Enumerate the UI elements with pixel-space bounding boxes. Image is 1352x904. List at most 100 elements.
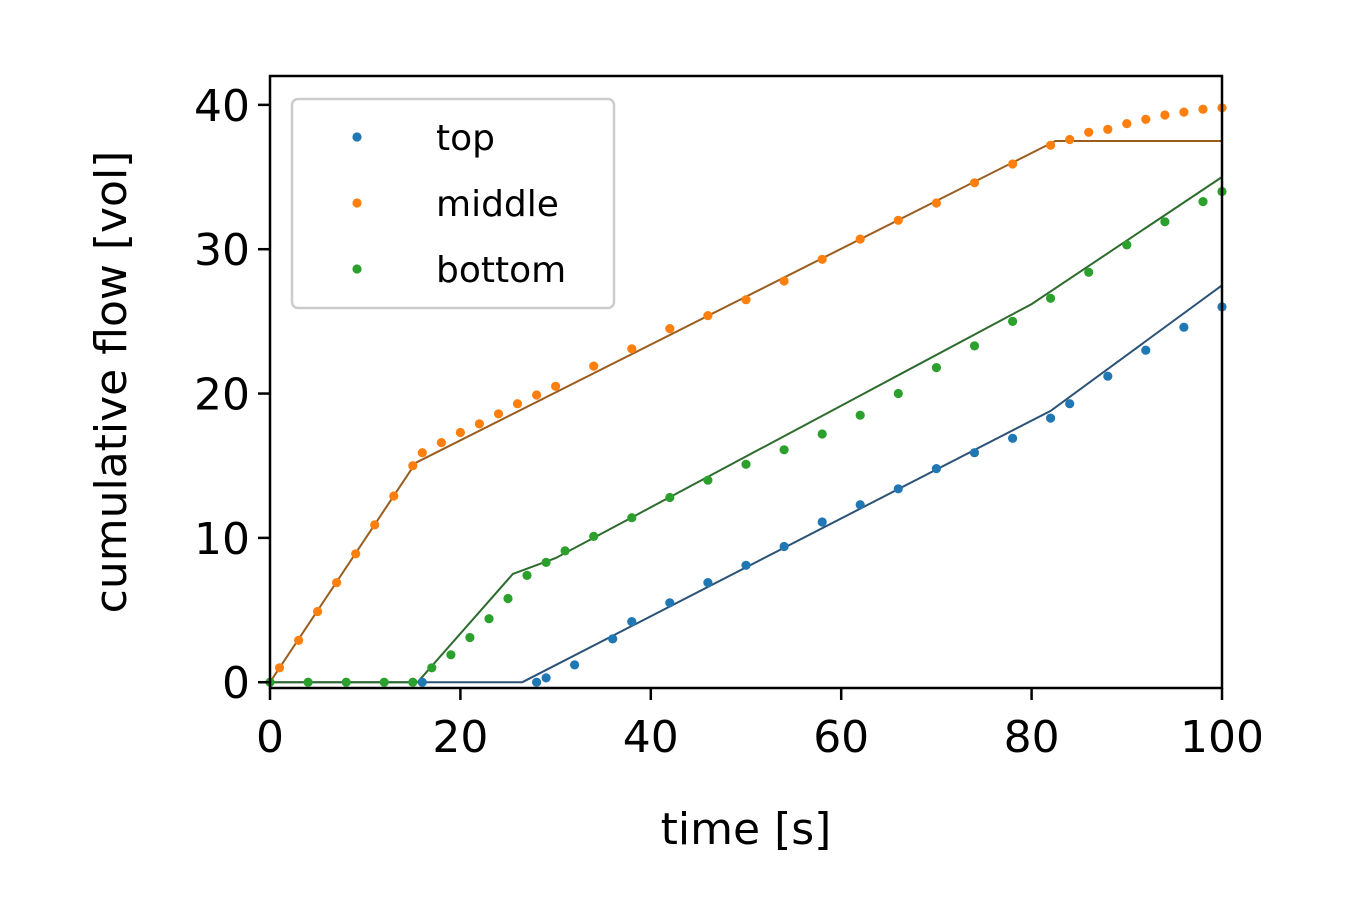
- data-point-bottom: [1084, 267, 1094, 277]
- data-point-bottom: [969, 341, 980, 351]
- legend-marker-middle: [352, 198, 362, 208]
- data-point-bottom: [427, 663, 437, 673]
- data-point-bottom: [1008, 316, 1018, 326]
- data-point-top: [969, 448, 980, 458]
- data-point-top: [665, 598, 675, 608]
- data-point-bottom: [931, 363, 942, 373]
- data-point-middle: [627, 344, 637, 354]
- data-point-bottom: [446, 650, 456, 660]
- data-point-middle: [389, 491, 399, 501]
- data-point-middle: [294, 635, 304, 646]
- data-point-top: [541, 673, 551, 683]
- data-point-middle: [274, 663, 285, 673]
- x-axis-label: time [s]: [661, 804, 832, 855]
- x-axis-ticks: 0 20 40 60 80 100: [256, 688, 1264, 763]
- data-point-middle: [1122, 119, 1132, 129]
- y-tick-label: 10: [194, 514, 250, 565]
- data-point-top: [703, 578, 713, 588]
- data-point-bottom: [408, 677, 418, 687]
- data-point-middle: [1084, 127, 1094, 137]
- data-point-middle: [455, 427, 465, 438]
- data-point-top: [855, 500, 865, 510]
- data-point-middle: [551, 381, 561, 391]
- data-point-top: [893, 484, 903, 494]
- x-tick-label: 60: [813, 712, 869, 763]
- data-point-middle: [1008, 159, 1018, 169]
- data-point-middle: [1065, 134, 1075, 145]
- data-point-middle: [493, 409, 504, 419]
- data-point-middle: [1160, 110, 1170, 120]
- x-tick-label: 80: [1004, 712, 1060, 763]
- data-point-top: [817, 517, 827, 527]
- data-point-bottom: [341, 677, 351, 687]
- data-point-middle: [779, 276, 789, 286]
- y-axis-ticks: 0 10 20 30 40: [194, 81, 270, 709]
- data-point-bottom: [484, 614, 494, 624]
- data-point-middle: [408, 461, 418, 471]
- data-point-top: [627, 617, 637, 627]
- data-point-middle: [351, 549, 361, 559]
- data-point-middle: [855, 234, 865, 244]
- data-point-bottom: [1198, 197, 1208, 207]
- data-point-top: [1008, 433, 1018, 443]
- data-point-top: [741, 560, 751, 570]
- data-point-top: [1046, 413, 1056, 423]
- data-point-top: [1141, 345, 1151, 355]
- data-point-bottom: [560, 546, 570, 556]
- data-point-top: [1065, 399, 1075, 409]
- legend-box: [290, 97, 616, 310]
- legend: top middle bottom: [290, 97, 616, 310]
- legend-marker-top: [352, 132, 362, 142]
- data-point-bottom: [1160, 217, 1170, 227]
- data-point-middle: [969, 178, 980, 188]
- data-point-bottom: [303, 677, 313, 687]
- data-point-bottom: [703, 475, 713, 485]
- data-point-middle: [1141, 114, 1151, 124]
- data-point-middle: [332, 578, 342, 588]
- data-point-bottom: [627, 513, 637, 523]
- data-point-bottom: [893, 388, 903, 399]
- data-point-top: [1103, 371, 1113, 381]
- x-tick-label: 0: [256, 712, 284, 763]
- data-point-middle: [370, 520, 380, 530]
- data-point-middle: [741, 295, 751, 305]
- data-point-bottom: [1122, 240, 1132, 250]
- data-point-bottom: [855, 410, 865, 420]
- y-tick-label: 20: [194, 370, 250, 421]
- data-point-middle: [1103, 124, 1113, 134]
- x-tick-label: 20: [432, 712, 488, 763]
- series-middle: [274, 103, 1227, 673]
- data-point-middle: [1046, 140, 1056, 150]
- plot-frame: [268, 74, 1224, 690]
- data-point-bottom: [522, 570, 532, 581]
- x-tick-label: 100: [1180, 712, 1264, 763]
- y-tick-label: 0: [222, 658, 250, 709]
- data-point-middle: [665, 324, 675, 334]
- data-point-middle: [313, 606, 323, 617]
- data-point-middle: [817, 254, 827, 264]
- data-point-middle: [532, 390, 542, 400]
- data-point-middle: [417, 448, 427, 458]
- data-point-top: [779, 541, 789, 552]
- data-point-middle: [1179, 107, 1189, 117]
- legend-label-bottom: bottom: [436, 250, 566, 291]
- data-point-bottom: [503, 593, 513, 604]
- data-point-middle: [703, 311, 713, 321]
- data-point-bottom: [665, 492, 675, 503]
- fit-line-bottom: [270, 176, 1223, 684]
- x-tick-label: 40: [623, 712, 679, 763]
- data-point-bottom: [779, 445, 789, 455]
- data-point-bottom: [589, 531, 599, 542]
- data-point-middle: [931, 198, 942, 208]
- legend-label-top: top: [436, 118, 495, 159]
- series-top: [417, 302, 1227, 687]
- data-point-bottom: [1046, 293, 1056, 303]
- data-point-middle: [474, 419, 484, 429]
- data-point-top: [1179, 322, 1189, 332]
- legend-marker-bottom: [352, 264, 362, 274]
- data-point-top: [931, 464, 942, 474]
- data-point-middle: [1198, 104, 1208, 114]
- data-point-bottom: [379, 677, 389, 687]
